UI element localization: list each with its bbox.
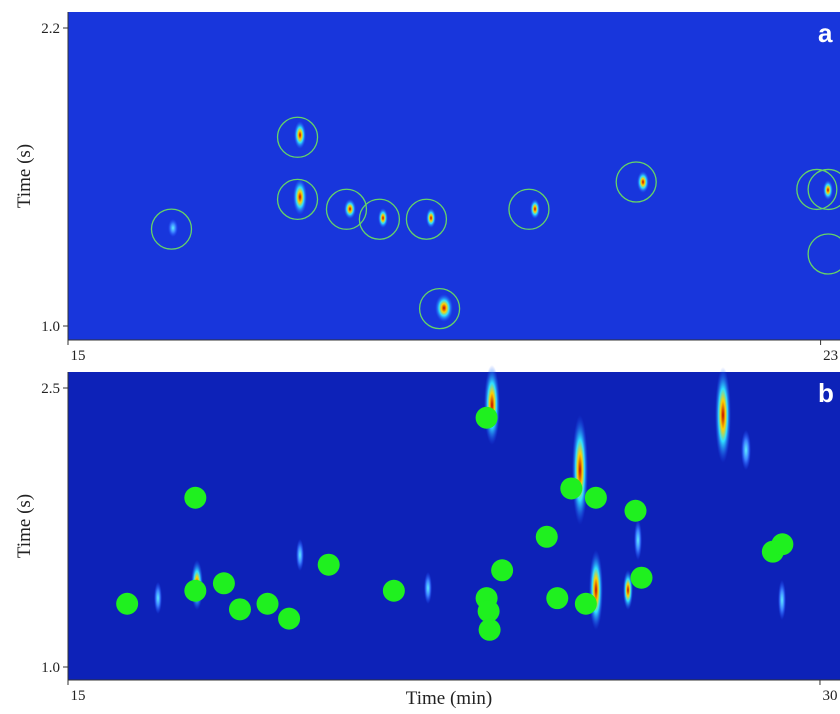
y-axis-label: Time (s) xyxy=(14,494,35,558)
peak-marker xyxy=(405,198,448,240)
x-tick-label: 15 xyxy=(71,348,86,364)
peak-marker xyxy=(477,600,500,623)
peak-marker xyxy=(478,618,501,641)
peak-marker xyxy=(184,579,207,602)
peak-marker xyxy=(317,553,340,576)
panel-label: a xyxy=(818,18,833,48)
peak-marker xyxy=(276,116,319,158)
peaks-b xyxy=(154,365,786,630)
y-tick-label: 1.0 xyxy=(41,660,60,676)
peak-marker xyxy=(278,607,301,630)
y-tick-label: 2.5 xyxy=(41,381,60,397)
peak-marker xyxy=(624,499,647,522)
peak-marker xyxy=(212,572,235,595)
y-tick-label: 2.2 xyxy=(41,21,60,37)
peak-marker xyxy=(256,592,279,615)
peak-marker xyxy=(630,566,653,589)
peak-marker xyxy=(116,592,139,615)
x-tick-label: 23 xyxy=(823,348,838,364)
peak-marker xyxy=(508,188,550,230)
y-axis-label: Time (s) xyxy=(14,144,35,208)
peak-marker xyxy=(228,598,251,621)
x-tick-label: 30 xyxy=(822,688,837,704)
peak-marker xyxy=(184,486,207,509)
peak-marker xyxy=(615,161,657,203)
peak-marker xyxy=(276,178,319,221)
peak-marker xyxy=(382,579,405,602)
peak-marker xyxy=(560,477,583,500)
peak-marker xyxy=(796,168,838,211)
heatmap-a xyxy=(68,12,840,340)
peak-marker xyxy=(584,486,607,509)
y-tick-label: 1.0 xyxy=(41,319,60,335)
peak-marker xyxy=(418,287,461,330)
peak-marker xyxy=(491,559,514,582)
x-tick-label: 15 xyxy=(71,688,86,704)
heatmap-b xyxy=(68,372,840,680)
peak-marker xyxy=(475,406,498,429)
panel-label: b xyxy=(818,378,834,408)
peak-marker xyxy=(358,198,401,240)
peak-marker xyxy=(771,533,794,556)
peak-marker xyxy=(574,592,597,615)
peak-marker xyxy=(325,188,368,230)
peak-marker xyxy=(535,525,558,548)
x-axis-label: Time (min) xyxy=(406,688,492,709)
peak-marker xyxy=(807,233,840,275)
peak-marker xyxy=(546,587,569,610)
peaks-a xyxy=(168,121,833,322)
peak-marker xyxy=(150,208,193,250)
peak-marker xyxy=(807,168,840,211)
